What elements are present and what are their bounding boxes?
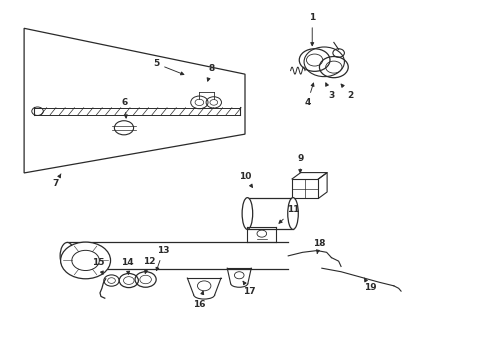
- Text: 4: 4: [304, 83, 314, 107]
- Text: 5: 5: [153, 59, 184, 75]
- Text: 15: 15: [92, 258, 105, 274]
- Text: 7: 7: [52, 174, 61, 188]
- Text: 2: 2: [341, 84, 354, 100]
- Text: 17: 17: [243, 281, 256, 296]
- Text: 19: 19: [364, 278, 376, 292]
- Text: 13: 13: [156, 246, 170, 271]
- Ellipse shape: [288, 198, 298, 229]
- Text: 12: 12: [143, 257, 155, 273]
- Text: 9: 9: [297, 154, 303, 173]
- Text: 11: 11: [279, 206, 299, 223]
- Text: 1: 1: [309, 13, 316, 46]
- Text: 18: 18: [313, 239, 326, 253]
- Text: 6: 6: [122, 98, 128, 118]
- Text: 14: 14: [121, 258, 134, 274]
- Ellipse shape: [242, 198, 253, 229]
- Ellipse shape: [60, 242, 74, 269]
- Circle shape: [61, 242, 111, 279]
- Text: 16: 16: [193, 291, 206, 309]
- Text: 3: 3: [326, 83, 335, 100]
- Text: 10: 10: [239, 172, 252, 188]
- Text: 8: 8: [207, 64, 215, 81]
